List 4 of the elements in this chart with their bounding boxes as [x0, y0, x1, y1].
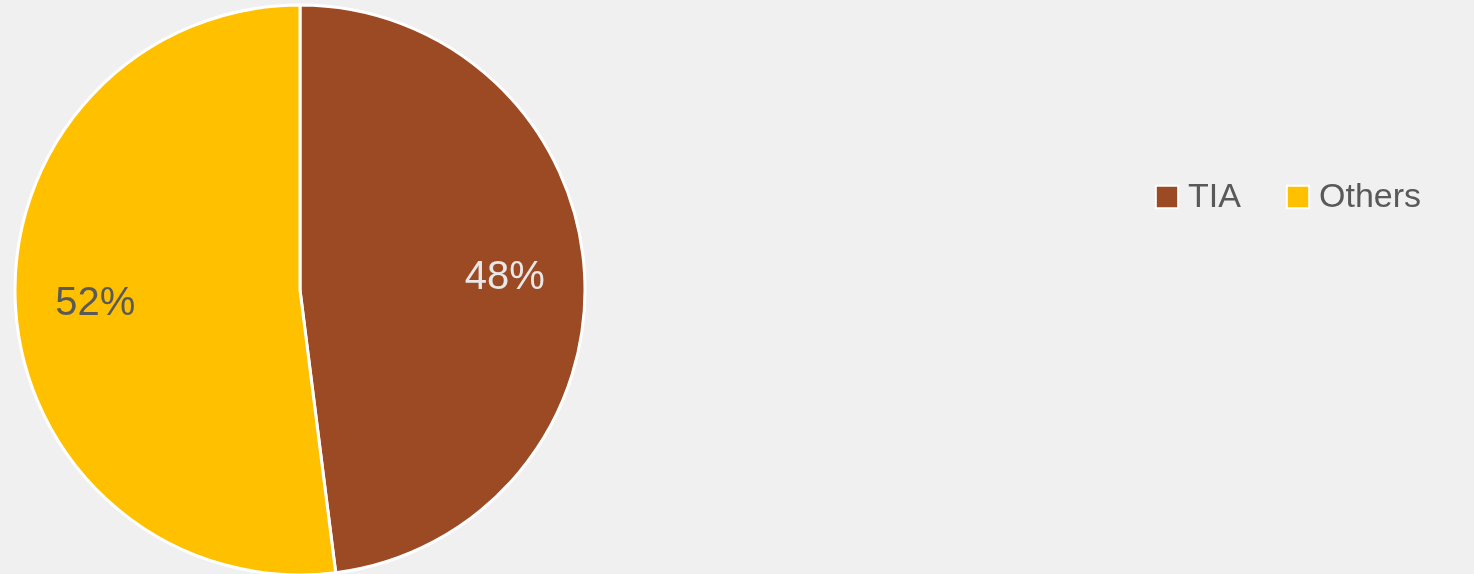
legend-label: Others: [1319, 176, 1422, 214]
data-label: 52%: [55, 278, 136, 323]
legend-label: TIA: [1188, 176, 1242, 214]
data-label: 48%: [464, 253, 545, 298]
